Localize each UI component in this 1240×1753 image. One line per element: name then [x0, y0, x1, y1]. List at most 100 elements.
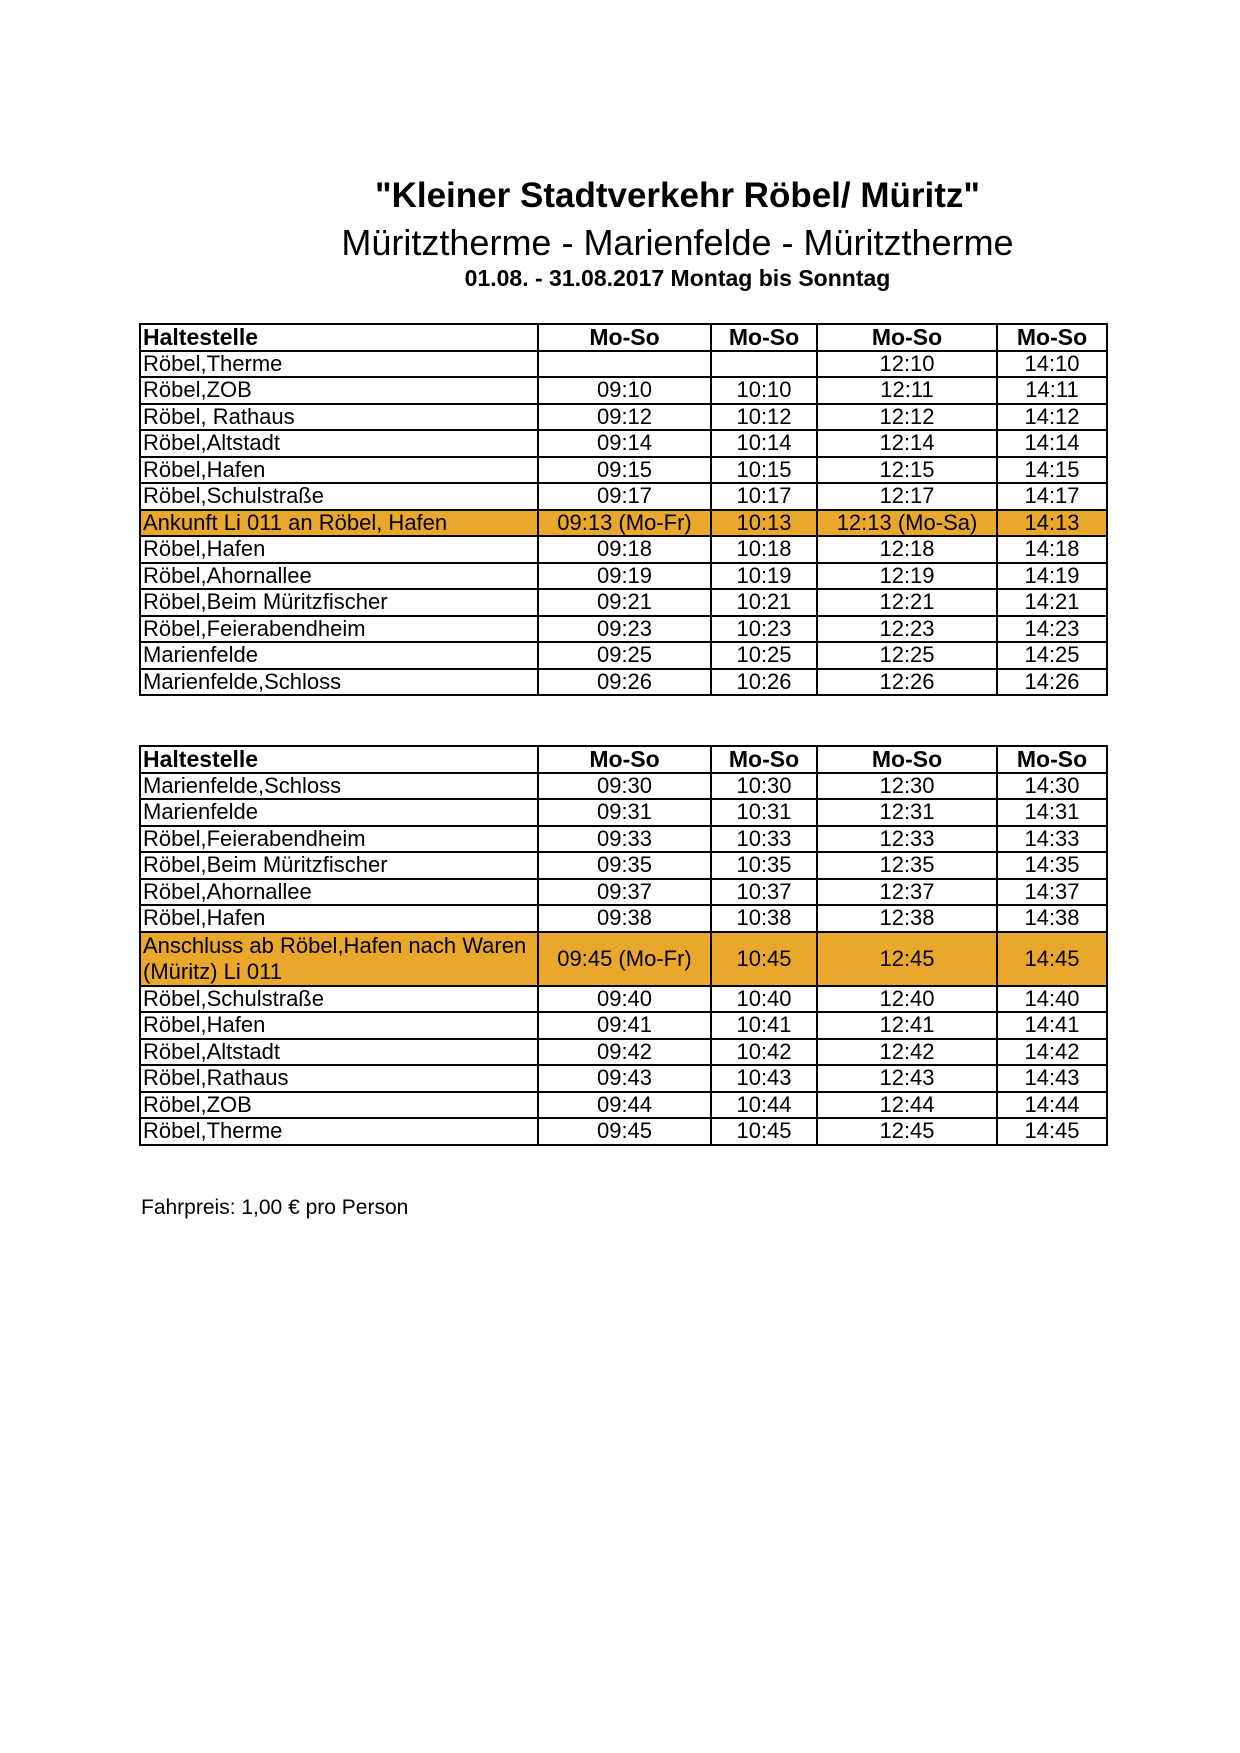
table-row: Röbel,Beim Müritzfischer 09:35 10:35 12:35 1… [139, 851, 1108, 880]
stop-name: Röbel,Feierabendheim [139, 614, 539, 643]
fare-note: Fahrpreis: 1,00 € pro Person [141, 1196, 409, 1219]
departure-time: 12:17 [816, 482, 998, 511]
departure-time: 09:45 [537, 1117, 712, 1146]
stop-name: Anschluss ab Röbel,Hafen nach Waren (Mür… [139, 930, 539, 987]
departure-time: 10:25 [710, 641, 818, 670]
stop-name: Marienfelde [139, 798, 539, 827]
departure-time: 09:30 [537, 771, 712, 800]
table-row: Röbel,Altstadt 09:42 10:42 12:42 14:42 [139, 1037, 1108, 1066]
stop-name: Röbel,Altstadt [139, 1037, 539, 1066]
table-header-row: Haltestelle Mo-So Mo-So Mo-So Mo-So [139, 745, 1108, 774]
table-row: Röbel,Hafen 09:18 10:18 12:18 14:18 [139, 535, 1108, 564]
departure-time: 14:11 [996, 376, 1108, 405]
table-row: Röbel,Schulstraße 09:17 10:17 12:17 14:17 [139, 482, 1108, 511]
departure-time: 09:42 [537, 1037, 712, 1066]
departure-time: 14:15 [996, 455, 1108, 484]
table-header-row: Haltestelle Mo-So Mo-So Mo-So Mo-So [139, 323, 1108, 352]
route-subtitle: Müritztherme - Marienfelde - Müritztherm… [341, 222, 1014, 263]
departure-time: 10:42 [710, 1037, 818, 1066]
page-title: "Kleiner Stadtverkehr Röbel/ Müritz" [375, 176, 980, 215]
stop-name: Röbel,Beim Müritzfischer [139, 851, 539, 880]
stop-name: Röbel, Rathaus [139, 402, 539, 431]
connection-row: Anschluss ab Röbel,Hafen nach Waren (Mür… [139, 930, 1108, 987]
stop-name: Ankunft Li 011 an Röbel, Hafen [139, 508, 539, 537]
departure-time: 10:31 [710, 798, 818, 827]
table-row: Röbel,Ahornallee 09:19 10:19 12:19 14:19 [139, 561, 1108, 590]
departure-time: 10:44 [710, 1090, 818, 1119]
column-header-days: Mo-So [816, 745, 998, 774]
departure-time: 10:35 [710, 851, 818, 880]
departure-time: 09:14 [537, 429, 712, 458]
departure-time: 09:23 [537, 614, 712, 643]
table-row: Röbel,ZOB 09:10 10:10 12:11 14:11 [139, 376, 1108, 405]
stop-name: Röbel,Hafen [139, 455, 539, 484]
stop-name: Marienfelde,Schloss [139, 667, 539, 696]
departure-time: 09:21 [537, 588, 712, 617]
departure-time: 12:45 [816, 1117, 998, 1146]
departure-time: 12:41 [816, 1011, 998, 1040]
stop-name: Röbel,Altstadt [139, 429, 539, 458]
departure-time: 12:21 [816, 588, 998, 617]
departure-time: 12:11 [816, 376, 998, 405]
departure-time: 09:45 (Mo-Fr) [537, 930, 712, 987]
departure-time: 14:45 [996, 1117, 1108, 1146]
table-row: Röbel,Feierabendheim 09:23 10:23 12:23 14:23 [139, 614, 1108, 643]
departure-time: 10:45 [710, 1117, 818, 1146]
departure-time: 09:10 [537, 376, 712, 405]
table-row: Röbel,Therme 12:10 14:10 [139, 349, 1108, 378]
departure-time: 09:12 [537, 402, 712, 431]
stop-name: Marienfelde,Schloss [139, 771, 539, 800]
column-header-days: Mo-So [710, 745, 818, 774]
column-header-stop: Haltestelle [139, 745, 539, 774]
departure-time: 09:26 [537, 667, 712, 696]
departure-time: 12:13 (Mo-Sa) [816, 508, 998, 537]
table-row: Röbel,Hafen 09:15 10:15 12:15 14:15 [139, 455, 1108, 484]
departure-time: 10:21 [710, 588, 818, 617]
departure-time: 12:15 [816, 455, 998, 484]
departure-time: 12:23 [816, 614, 998, 643]
departure-time: 12:38 [816, 904, 998, 933]
table-row: Marienfelde 09:31 10:31 12:31 14:31 [139, 798, 1108, 827]
departure-time: 14:38 [996, 904, 1108, 933]
table-row: Röbel,Altstadt 09:14 10:14 12:14 14:14 [139, 429, 1108, 458]
table-row: Röbel,ZOB 09:44 10:44 12:44 14:44 [139, 1090, 1108, 1119]
departure-time: 10:33 [710, 824, 818, 853]
validity-dates: 01.08. - 31.08.2017 Montag bis Sonntag [464, 265, 891, 291]
departure-time: 10:15 [710, 455, 818, 484]
stop-name: Röbel,ZOB [139, 1090, 539, 1119]
departure-time: 12:43 [816, 1064, 998, 1093]
table-row: Röbel,Schulstraße 09:40 10:40 12:40 14:40 [139, 984, 1108, 1013]
departure-time: 09:43 [537, 1064, 712, 1093]
table-row: Röbel,Feierabendheim 09:33 10:33 12:33 14:33 [139, 824, 1108, 853]
departure-time: 10:12 [710, 402, 818, 431]
timetable-outbound: Haltestelle Mo-So Mo-So Mo-So Mo-So Röbel,Th… [139, 323, 1108, 696]
departure-time: 14:31 [996, 798, 1108, 827]
departure-time: 14:30 [996, 771, 1108, 800]
stop-name: Röbel,Feierabendheim [139, 824, 539, 853]
table-row: Röbel,Rathaus 09:43 10:43 12:43 14:43 [139, 1064, 1108, 1093]
departure-time: 14:23 [996, 614, 1108, 643]
departure-time: 10:41 [710, 1011, 818, 1040]
departure-time [710, 349, 818, 378]
departure-time: 10:43 [710, 1064, 818, 1093]
table-row: Röbel,Ahornallee 09:37 10:37 12:37 14:37 [139, 877, 1108, 906]
stop-name: Röbel,ZOB [139, 376, 539, 405]
table-row: Röbel, Rathaus 09:12 10:12 12:12 14:12 [139, 402, 1108, 431]
departure-time: 10:30 [710, 771, 818, 800]
stop-name: Röbel,Ahornallee [139, 561, 539, 590]
departure-time: 14:18 [996, 535, 1108, 564]
departure-time: 09:13 (Mo-Fr) [537, 508, 712, 537]
departure-time: 14:12 [996, 402, 1108, 431]
table-row: Marienfelde,Schloss 09:26 10:26 12:26 14:26 [139, 667, 1108, 696]
departure-time: 10:40 [710, 984, 818, 1013]
stop-name: Röbel,Schulstraße [139, 984, 539, 1013]
departure-time: 14:43 [996, 1064, 1108, 1093]
departure-time: 12:45 [816, 930, 998, 987]
departure-time: 14:35 [996, 851, 1108, 880]
column-header-days: Mo-So [537, 323, 712, 352]
column-header-stop: Haltestelle [139, 323, 539, 352]
departure-time: 10:23 [710, 614, 818, 643]
departure-time: 12:30 [816, 771, 998, 800]
departure-time: 12:35 [816, 851, 998, 880]
departure-time: 12:33 [816, 824, 998, 853]
